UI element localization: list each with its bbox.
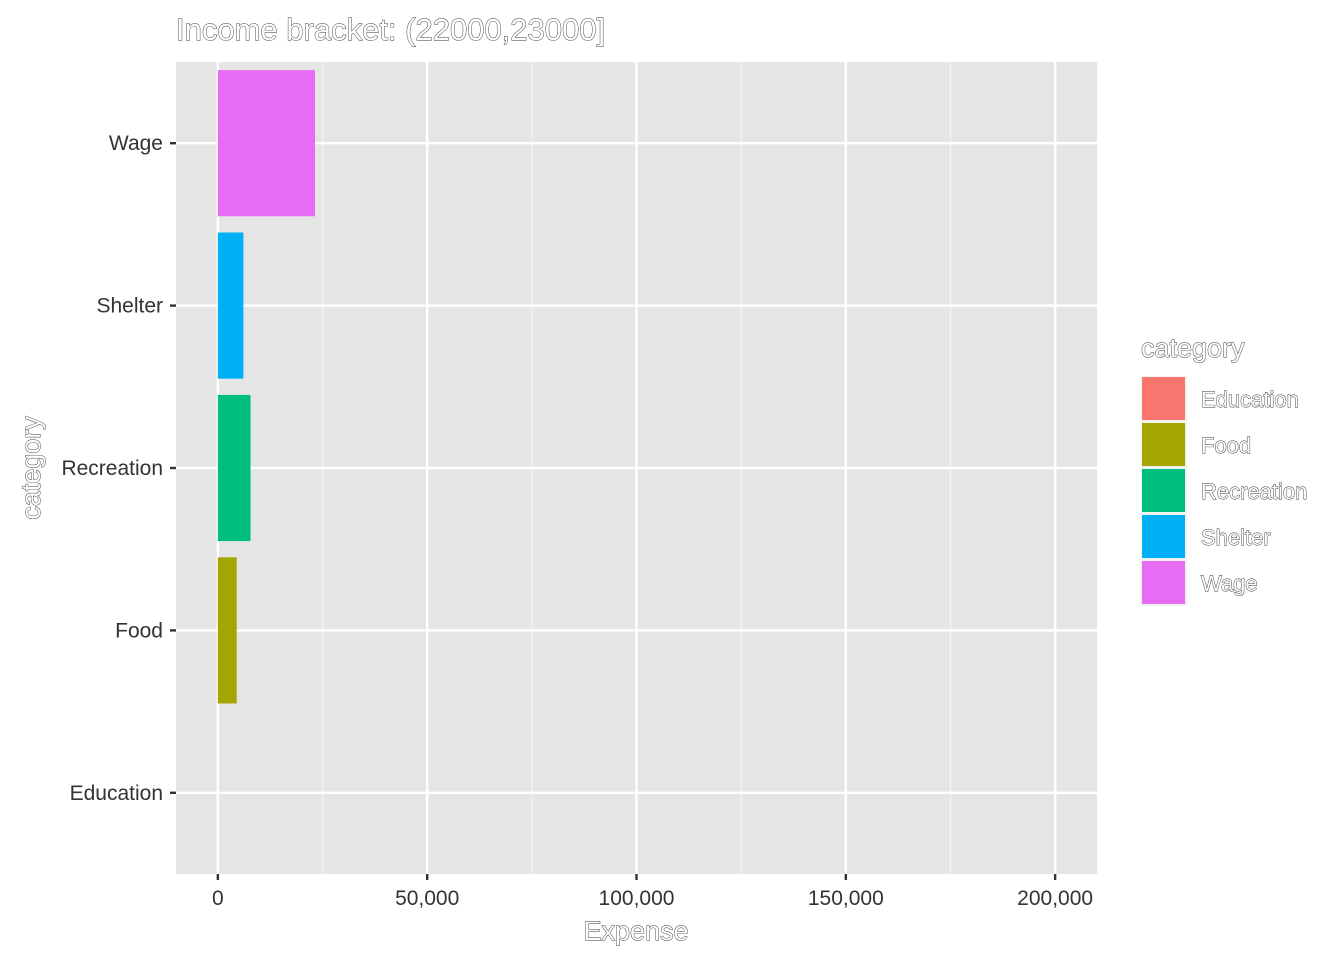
bar-food xyxy=(217,557,237,704)
y-tick-label: Wage xyxy=(109,132,163,155)
y-tick-label: Recreation xyxy=(61,457,163,480)
legend-swatch-shelter xyxy=(1142,515,1185,558)
x-tick-label: 50,000 xyxy=(395,887,459,910)
x-axis: 0 50,000 100,000 150,000 200,000 xyxy=(212,874,1093,910)
legend: category Education Food Recreation Shelter W… xyxy=(1141,333,1308,606)
legend-title: category xyxy=(1141,333,1245,363)
legend-label: Wage xyxy=(1201,571,1258,596)
y-axis: Education Food Recreation Shelter Wage xyxy=(61,132,176,805)
x-tick-label: 150,000 xyxy=(808,887,884,910)
y-axis-label: category xyxy=(16,416,46,520)
legend-label: Recreation xyxy=(1201,479,1307,504)
x-tick-label: 0 xyxy=(212,887,224,910)
legend-label: Education xyxy=(1201,387,1299,412)
major-gridlines xyxy=(176,62,1097,874)
x-tick-label: 100,000 xyxy=(599,887,675,910)
bar-shelter xyxy=(217,232,244,379)
legend-swatch-wage xyxy=(1142,561,1185,604)
y-tick-label: Shelter xyxy=(96,295,163,318)
legend-swatch-food xyxy=(1142,423,1185,466)
x-axis-label: Expense xyxy=(583,916,688,946)
bars xyxy=(217,70,315,704)
legend-label: Food xyxy=(1201,433,1251,458)
x-tick-label: 200,000 xyxy=(1017,887,1093,910)
legend-swatch-education xyxy=(1142,377,1185,420)
legend-swatch-recreation xyxy=(1142,469,1185,512)
chart-title: Income bracket: (22000,23000] xyxy=(176,12,605,47)
bar-recreation xyxy=(217,394,251,542)
bar-wage xyxy=(217,70,315,217)
legend-label: Shelter xyxy=(1201,525,1271,550)
y-tick-label: Education xyxy=(70,782,163,805)
y-tick-label: Food xyxy=(115,619,163,642)
